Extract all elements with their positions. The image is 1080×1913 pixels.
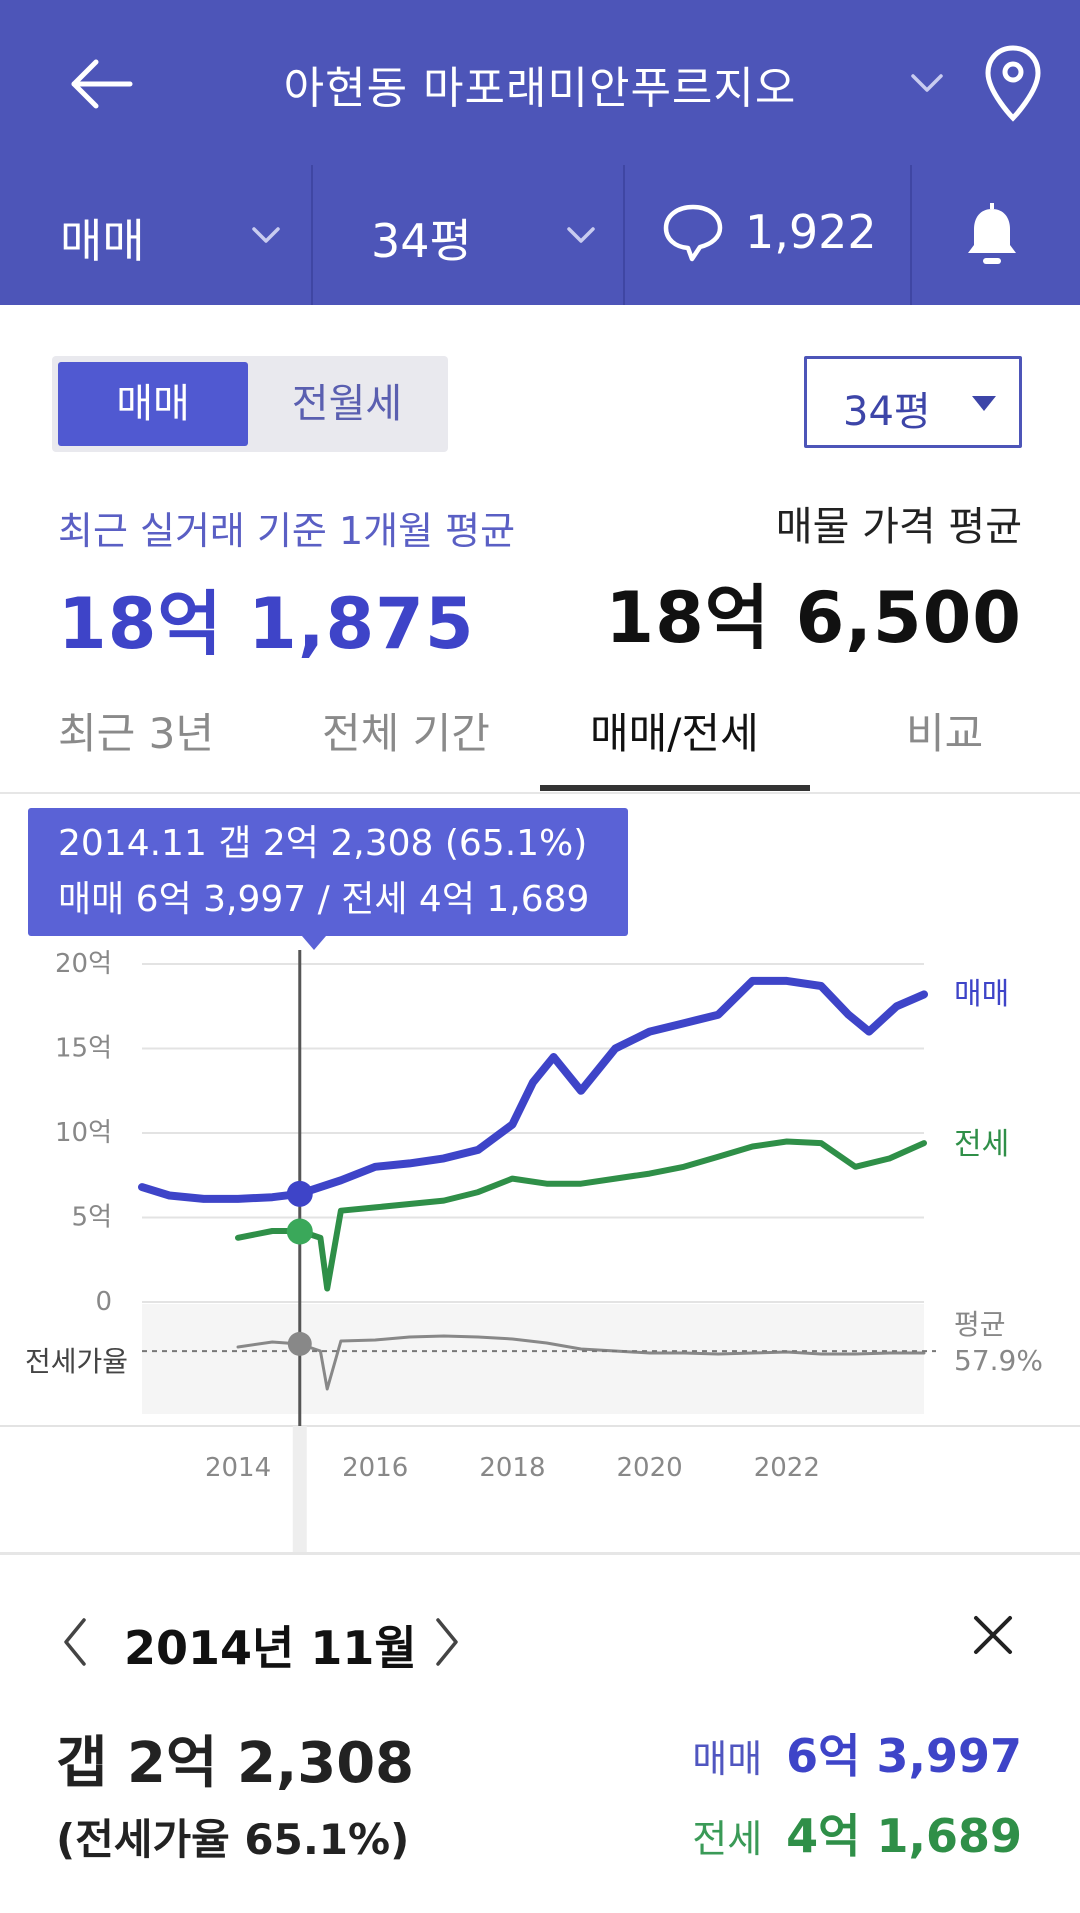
map-pin-icon[interactable] — [978, 42, 1048, 126]
tab-recent-3y[interactable]: 최근 3년 — [58, 709, 214, 758]
avg-label: 평균 — [954, 1308, 1006, 1341]
recent-avg-label: 최근 실거래 기준 1개월 평균 — [58, 509, 516, 553]
chevron-down-icon — [567, 227, 595, 243]
top-header: 아현동 마포래미안푸르지오 — [0, 0, 1080, 165]
active-tab-indicator — [540, 785, 810, 791]
detail-sale-value: 6억 3,997 — [786, 1729, 1022, 1783]
comment-count: 1,922 — [745, 205, 877, 259]
x-tick-label: 2016 — [342, 1453, 408, 1483]
detail-sale-row: 매매 6억 3,997 — [692, 1720, 1022, 1786]
deal-type-value: 매매 — [60, 214, 145, 268]
jeonse-price-line — [235, 1138, 927, 1292]
tab-all-period[interactable]: 전체 기간 — [322, 709, 490, 758]
divider — [910, 165, 912, 305]
x-tick-label: 2020 — [617, 1453, 683, 1483]
listing-avg-value: 18억 6,500 — [605, 577, 1022, 659]
tab-compare[interactable]: 비교 — [906, 709, 984, 758]
caret-down-icon — [972, 396, 996, 411]
close-icon[interactable] — [972, 1614, 1014, 1656]
y-tick-label: 0 — [95, 1287, 112, 1317]
chevron-left-icon[interactable] — [60, 1616, 90, 1668]
filter-bar: 매매 34평 1,922 — [0, 165, 1080, 305]
y-tick-label: 10억 — [55, 1118, 112, 1148]
price-chart[interactable]: 20억 15억 10억 5억 0 전세가율 2014 2016 2018 2020 2022 매매… — [0, 794, 1080, 1554]
speech-bubble-icon — [663, 204, 723, 262]
segment-sale[interactable]: 매매 — [58, 362, 248, 446]
chevron-down-icon[interactable] — [905, 62, 949, 102]
trade-type-segment: 매매 전월세 — [52, 356, 448, 452]
ratio-point — [287, 1331, 312, 1356]
y-tick-label: 15억 — [55, 1034, 112, 1064]
divider — [0, 1552, 1080, 1555]
sale-series-label: 매매 — [954, 977, 1009, 1012]
detail-jeonse-value: 4억 1,689 — [786, 1809, 1022, 1863]
ratio-axis-label: 전세가율 — [25, 1345, 128, 1378]
x-tick-label: 2022 — [754, 1453, 820, 1483]
deal-type-dropdown[interactable]: 매매 — [0, 165, 311, 305]
detail-sale-label: 매매 — [692, 1737, 763, 1781]
period-tabs: 최근 3년 전체 기간 매매/전세 비교 — [0, 680, 1080, 794]
y-tick-label: 5억 — [72, 1203, 112, 1233]
chevron-right-icon[interactable] — [432, 1616, 462, 1668]
recent-avg-value: 18억 1,875 — [58, 583, 475, 665]
listing-avg-label: 매물 가격 평균 — [775, 504, 1022, 550]
ratio-panel-bg — [142, 1304, 924, 1414]
sale-point — [286, 1180, 313, 1207]
jeonse-point — [286, 1218, 313, 1245]
detail-jeonse-row: 전세 4억 1,689 — [692, 1800, 1022, 1866]
jeonse-series-label: 전세 — [954, 1127, 1009, 1162]
detail-ratio: (전세가율 65.1%) — [56, 1815, 410, 1864]
divider — [311, 165, 313, 305]
x-tick-label: 2014 — [205, 1453, 271, 1483]
page-title[interactable]: 아현동 마포래미안푸르지오 — [283, 63, 797, 114]
cursor-band — [292, 1426, 307, 1554]
area-value: 34평 — [371, 214, 472, 268]
y-tick-label: 20억 — [55, 949, 112, 979]
size-select-value: 34평 — [843, 389, 931, 435]
back-arrow-icon[interactable] — [62, 44, 142, 124]
chart-tooltip: 2014.11 갭 2억 2,308 (65.1%) 매매 6억 3,997 /… — [28, 808, 628, 936]
chart-svg: 20억 15억 10억 5억 0 전세가율 2014 2016 2018 2020 2022 매매… — [0, 949, 1080, 1554]
detail-jeonse-label: 전세 — [692, 1817, 763, 1861]
tooltip-line-1: 2014.11 갭 2억 2,308 (65.1%) — [58, 823, 588, 864]
tooltip-arrow — [302, 936, 326, 950]
tab-sale-jeonse[interactable]: 매매/전세 — [590, 709, 759, 758]
segment-rent[interactable]: 전월세 — [291, 381, 403, 427]
divider — [623, 165, 625, 305]
bell-icon[interactable] — [963, 201, 1021, 269]
x-tick-label: 2018 — [479, 1453, 545, 1483]
jeonse-ratio-line — [236, 1334, 926, 1391]
detail-month: 2014년 11월 — [124, 1621, 417, 1675]
size-select[interactable]: 34평 — [804, 356, 1022, 448]
avg-value: 57.9% — [954, 1344, 1043, 1377]
tooltip-line-2: 매매 6억 3,997 / 전세 4억 1,689 — [58, 879, 590, 920]
detail-gap: 갭 2억 2,308 — [56, 1731, 415, 1796]
comments-button[interactable]: 1,922 — [625, 165, 910, 305]
area-dropdown[interactable]: 34평 — [313, 165, 623, 305]
sale-price-line — [138, 976, 928, 1203]
chevron-down-icon — [252, 227, 280, 243]
